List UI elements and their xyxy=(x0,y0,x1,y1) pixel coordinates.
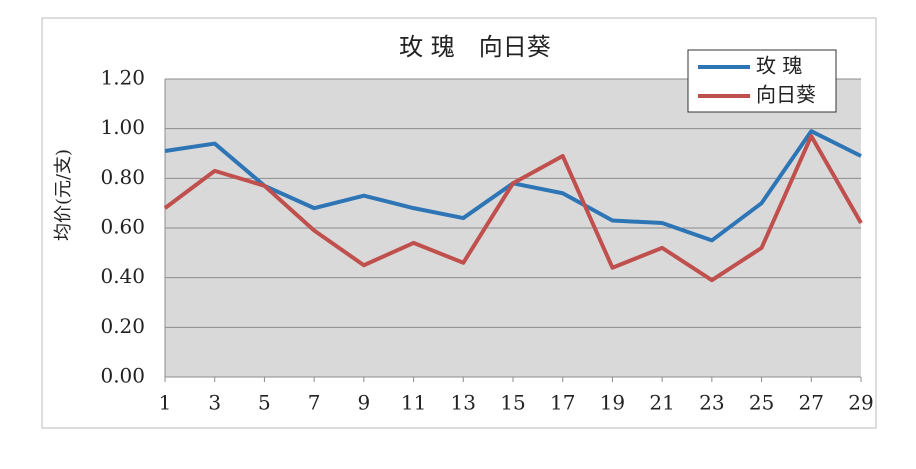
x-tick-label: 19 xyxy=(600,391,625,415)
x-tick-label: 25 xyxy=(749,391,774,415)
x-tick-label: 13 xyxy=(451,391,476,415)
y-axis-label: 均价(元/支) xyxy=(53,149,74,241)
chart-title: 玫 瑰 向日葵 xyxy=(399,33,551,61)
y-tick-label: 1.00 xyxy=(100,115,145,139)
x-tick-label: 27 xyxy=(799,391,824,415)
legend-label: 玫 瑰 xyxy=(756,54,802,78)
x-tick-label: 9 xyxy=(357,391,370,415)
y-tick-label: 1.20 xyxy=(100,66,145,90)
x-tick-label: 15 xyxy=(500,391,525,415)
x-tick-label: 3 xyxy=(208,391,221,415)
series-line xyxy=(163,134,863,283)
legend-label: 向日葵 xyxy=(756,83,816,107)
y-tick-label: 0.20 xyxy=(100,314,145,338)
legend-box xyxy=(687,49,837,113)
y-tick-label: 0.00 xyxy=(100,364,145,388)
x-tick-label: 11 xyxy=(401,391,426,415)
y-tick-label: 0.60 xyxy=(100,215,145,239)
x-tick-label: 23 xyxy=(699,391,724,415)
x-tick-label: 17 xyxy=(550,391,575,415)
x-tick-label: 21 xyxy=(649,391,674,415)
x-tick-label: 1 xyxy=(159,391,172,415)
y-tick-label: 0.80 xyxy=(100,165,145,189)
x-tick-label: 7 xyxy=(308,391,321,415)
y-tick-label: 0.40 xyxy=(100,264,145,288)
x-tick-label: 29 xyxy=(848,391,873,415)
x-tick-label: 5 xyxy=(258,391,271,415)
